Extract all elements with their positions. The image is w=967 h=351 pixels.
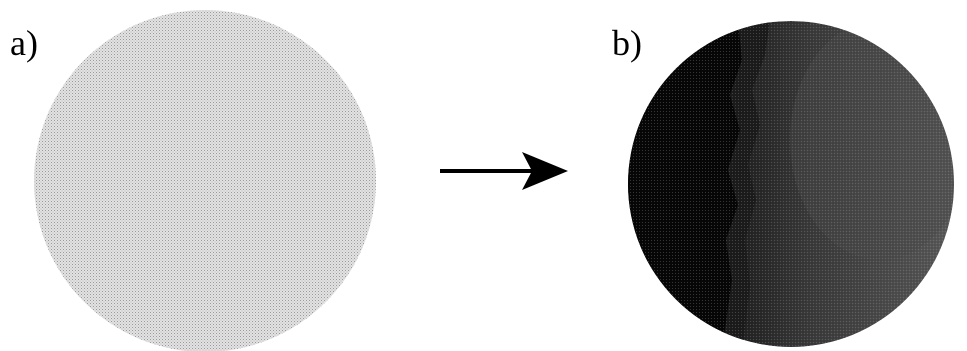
panel-b-label: b)	[612, 23, 642, 63]
panel-a-label: a)	[10, 23, 38, 63]
panel-a-disc	[34, 10, 376, 351]
panel-b-disc	[628, 21, 954, 347]
right-arrow-icon	[440, 152, 568, 190]
